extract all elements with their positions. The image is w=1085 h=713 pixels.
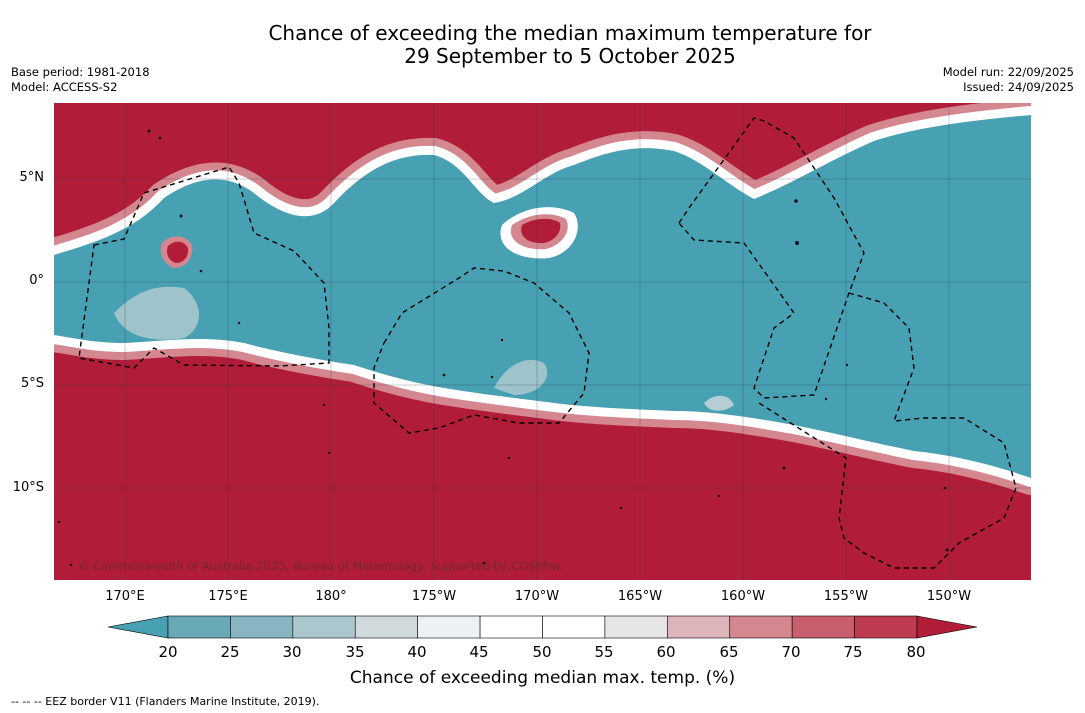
- colorbar-cell: [854, 615, 918, 639]
- colorbar-tick-25: 25: [220, 643, 240, 661]
- cool-region: [54, 103, 1031, 495]
- colorbar-cell: [729, 615, 793, 639]
- colorbar-tick-40: 40: [407, 643, 427, 661]
- colorbar-title: Chance of exceeding median max. temp. (%…: [349, 668, 736, 688]
- lon-label-165w: 165°W: [617, 589, 663, 604]
- eez-borders: [78, 117, 1017, 569]
- base-period: Base period: 1981-2018: [11, 65, 150, 79]
- colorbar-cell: [542, 615, 606, 639]
- lon-label-180: 180°: [315, 589, 347, 604]
- colorbar-cells: [167, 615, 918, 639]
- colorbar-tick-50: 50: [532, 643, 552, 661]
- lat-label-10s: 10°S: [12, 480, 44, 495]
- colorbar-over-arrow: [916, 615, 978, 639]
- lat-label-5s: 5°S: [20, 376, 44, 391]
- lat-label-0: 0°: [29, 273, 44, 288]
- lat-label-5n: 5°N: [19, 170, 45, 185]
- colorbar-tick-55: 55: [594, 643, 614, 661]
- colorbar-cell: [417, 615, 481, 639]
- colorbar-tick-65: 65: [719, 643, 739, 661]
- colorbar-tick-70: 70: [781, 643, 801, 661]
- colorbar-tick-45: 45: [469, 643, 489, 661]
- colorbar-cell: [479, 615, 543, 639]
- colorbar-tick-35: 35: [345, 643, 365, 661]
- model-name: Model: ACCESS-S2: [11, 80, 118, 94]
- colorbar-tick-30: 30: [282, 643, 302, 661]
- lon-label-155w: 155°W: [823, 589, 869, 604]
- probability-map: © Commonwealth of Australia 2025, Bureau…: [54, 103, 1031, 580]
- colorbar-tick-75: 75: [843, 643, 863, 661]
- islands: [57, 129, 949, 567]
- colorbar-cell: [167, 615, 231, 639]
- model-run: Model run: 22/09/2025: [942, 65, 1074, 79]
- title-line-2: 29 September to 5 October 2025: [404, 44, 736, 68]
- colorbar-tick-80: 80: [906, 643, 926, 661]
- issued-date: Issued: 24/09/2025: [963, 80, 1074, 94]
- lon-label-160w: 160°W: [720, 589, 766, 604]
- colorbar-cell: [604, 615, 668, 639]
- colorbar-cell: [667, 615, 731, 639]
- title-line-1: Chance of exceeding the median maximum t…: [268, 21, 872, 45]
- copyright-text: © Commonwealth of Australia 2025, Bureau…: [78, 559, 562, 573]
- lon-label-170e: 170°E: [105, 589, 145, 604]
- lon-label-175e: 175°E: [208, 589, 248, 604]
- lon-label-150w: 150°W: [926, 589, 972, 604]
- colorbar-tick-20: 20: [158, 643, 178, 661]
- colorbar-cell: [791, 615, 855, 639]
- lon-label-175w: 175°W: [411, 589, 457, 604]
- lon-label-170w: 170°W: [514, 589, 560, 604]
- warm-patches: [160, 207, 578, 268]
- colorbar-under-arrow: [107, 615, 169, 639]
- graticule: [54, 103, 1031, 580]
- chart-title: Chance of exceeding the median maximum t…: [0, 22, 1085, 68]
- eez-footnote: -- -- -- EEZ border V11 (Flanders Marine…: [11, 695, 320, 708]
- meta-left: Base period: 1981-2018 Model: ACCESS-S2: [11, 65, 150, 95]
- colorbar-tick-60: 60: [656, 643, 676, 661]
- colorbar-cell: [230, 615, 294, 639]
- colorbar: [107, 615, 978, 639]
- meta-right: Model run: 22/09/2025 Issued: 24/09/2025: [943, 65, 1074, 95]
- colorbar-cell: [354, 615, 418, 639]
- colorbar-cell: [292, 615, 356, 639]
